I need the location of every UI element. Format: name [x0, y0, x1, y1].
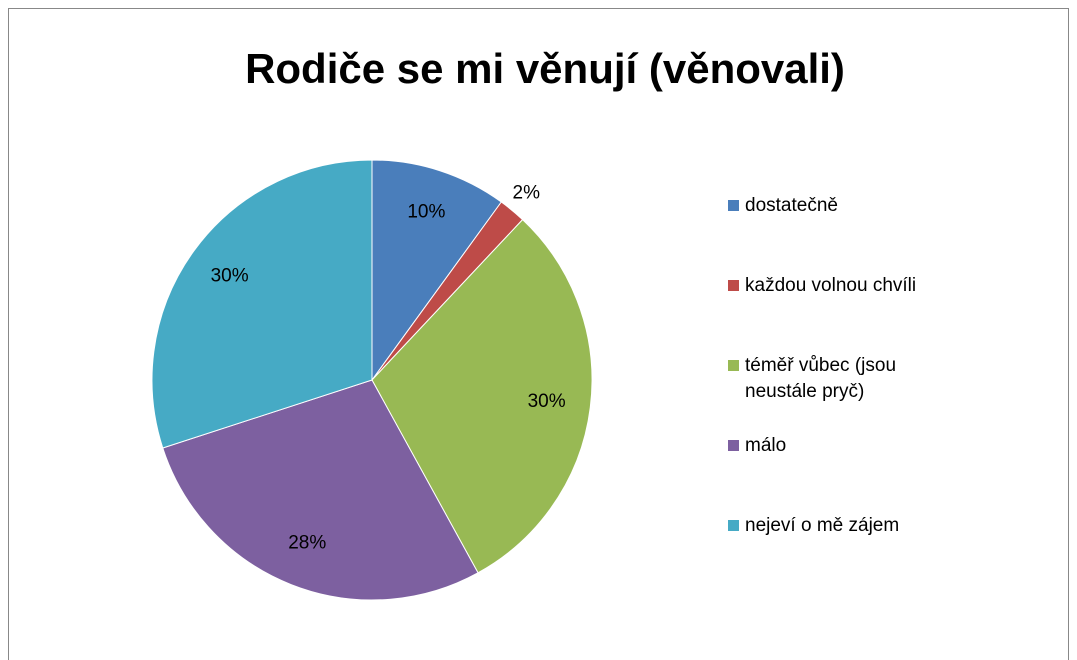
legend-item: téměř vůbec (jsou neustále pryč) [728, 353, 960, 405]
data-label: 28% [288, 533, 326, 554]
legend-label: nejeví o mě zájem [745, 515, 900, 536]
data-label: 30% [528, 391, 566, 412]
legend-item: dostatečně [728, 193, 960, 219]
legend-label: málo [745, 435, 787, 456]
legend-label: dostatečně [745, 195, 838, 216]
data-label: 2% [513, 183, 541, 204]
legend-swatch [728, 440, 739, 451]
chart-title: Rodiče se mi věnují (věnovali) [245, 45, 845, 92]
pie-slice [371, 159, 503, 382]
legend-swatch [728, 280, 739, 291]
legend-item: nejeví o mě zájem [728, 513, 960, 539]
legend-swatch [728, 360, 739, 371]
legend-item: každou volnou chvíli [728, 273, 960, 299]
pie-slice [162, 379, 479, 601]
data-label: 30% [211, 266, 249, 287]
legend-label: každou volnou chvíli [745, 275, 917, 296]
legend-swatch [728, 200, 739, 211]
data-label: 10% [407, 202, 445, 223]
legend-label: téměř vůbec (jsou neustále pryč) [745, 355, 897, 402]
pie-slice [151, 159, 373, 449]
legend-swatch [728, 520, 739, 531]
pie-slice [371, 218, 593, 574]
legend-item: málo [728, 433, 960, 459]
